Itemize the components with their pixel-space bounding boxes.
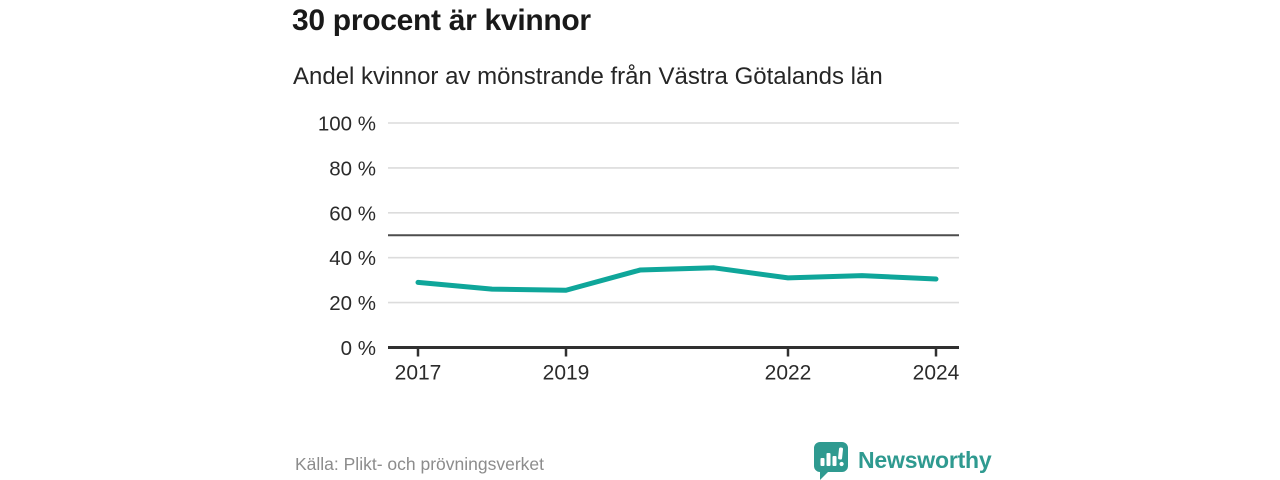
bar-chart-speech-bubble-icon <box>814 442 848 480</box>
x-tick-label-2019: 2019 <box>543 362 590 385</box>
data-line-andel-kvinnor <box>415 265 939 293</box>
chart-title: 30 procent är kvinnor <box>292 4 591 37</box>
source-text: Källa: Plikt- och prövningsverket <box>295 454 544 474</box>
y-tick-label: 0 % <box>341 337 376 360</box>
newsworthy-logo: Newsworthy <box>810 440 992 480</box>
x-tick-label-2017: 2017 <box>395 362 442 385</box>
y-tick-label: 100 % <box>318 113 376 136</box>
x-tick-label-2022: 2022 <box>765 362 812 385</box>
brand-name: Newsworthy <box>858 446 992 473</box>
x-tick-label-2024: 2024 <box>913 362 960 385</box>
y-tick-label: 60 % <box>329 202 376 225</box>
y-tick-label: 80 % <box>329 157 376 180</box>
y-tick-label: 40 % <box>329 247 376 270</box>
y-tick-label: 20 % <box>329 292 376 315</box>
chart-subtitle: Andel kvinnor av mönstrande från Västra … <box>293 63 883 90</box>
